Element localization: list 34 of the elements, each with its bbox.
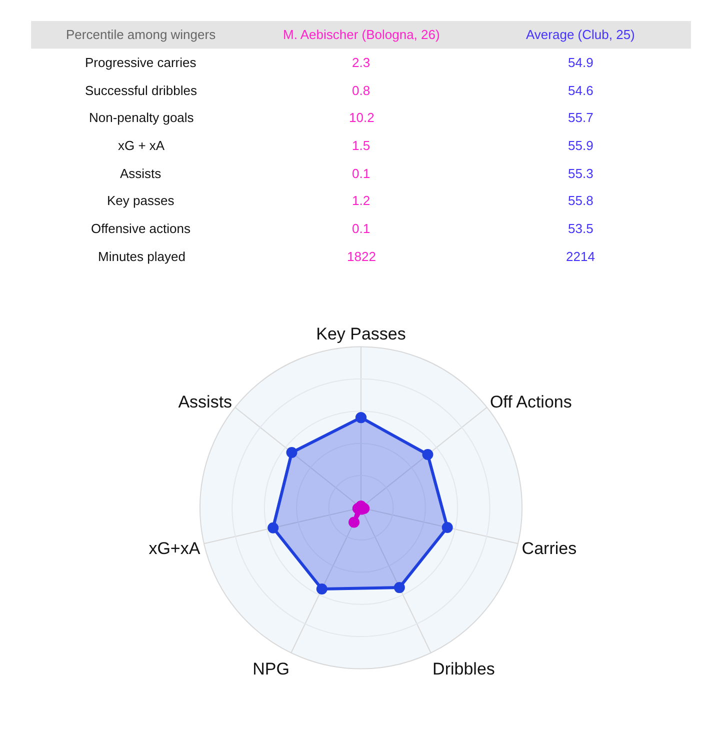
spoke-label: Key Passes <box>316 324 406 344</box>
category-label: Offensive actions <box>91 221 191 236</box>
data-label: 55.7 <box>568 110 594 125</box>
data-label: 53.5 <box>568 221 594 236</box>
data-label: 2.3 <box>352 55 370 70</box>
data-label: 55.9 <box>568 138 594 153</box>
data-label: 0.8 <box>352 83 370 98</box>
category-label: Key passes <box>107 193 175 208</box>
spoke-label: Assists <box>178 392 232 412</box>
spoke-label: NPG <box>252 659 290 678</box>
legend-label: Average (Club, 25) <box>526 27 635 42</box>
spoke-label: Dribbles <box>432 659 495 678</box>
spoke-label: Carries <box>522 539 577 558</box>
data-label: 54.6 <box>568 83 594 98</box>
category-label: xG + xA <box>118 138 165 153</box>
category-label: Assists <box>120 166 162 181</box>
data-label: 10.2 <box>349 110 374 125</box>
spoke-label: xG+xA <box>148 539 201 558</box>
category-label: Non-penalty goals <box>89 110 194 125</box>
data-label: 0.1 <box>352 221 370 236</box>
text: Percentile among wingers <box>66 27 216 42</box>
data-label: 0.1 <box>352 166 370 181</box>
data-label: 54.9 <box>568 55 594 70</box>
category-label: Progressive carries <box>85 55 197 70</box>
legend-label: M. Aebischer (Bologna, 26) <box>283 27 440 42</box>
data-label: 55.3 <box>568 166 594 181</box>
spoke-label: Off Actions <box>490 392 572 412</box>
data-label: 1.5 <box>352 138 370 153</box>
category-label: Successful dribbles <box>85 83 198 98</box>
data-label: 1822 <box>347 249 376 264</box>
category-label: Minutes played <box>98 249 186 264</box>
data-label: 2214 <box>566 249 595 264</box>
data-label: 55.8 <box>568 193 594 208</box>
data-label: 1.2 <box>352 193 370 208</box>
